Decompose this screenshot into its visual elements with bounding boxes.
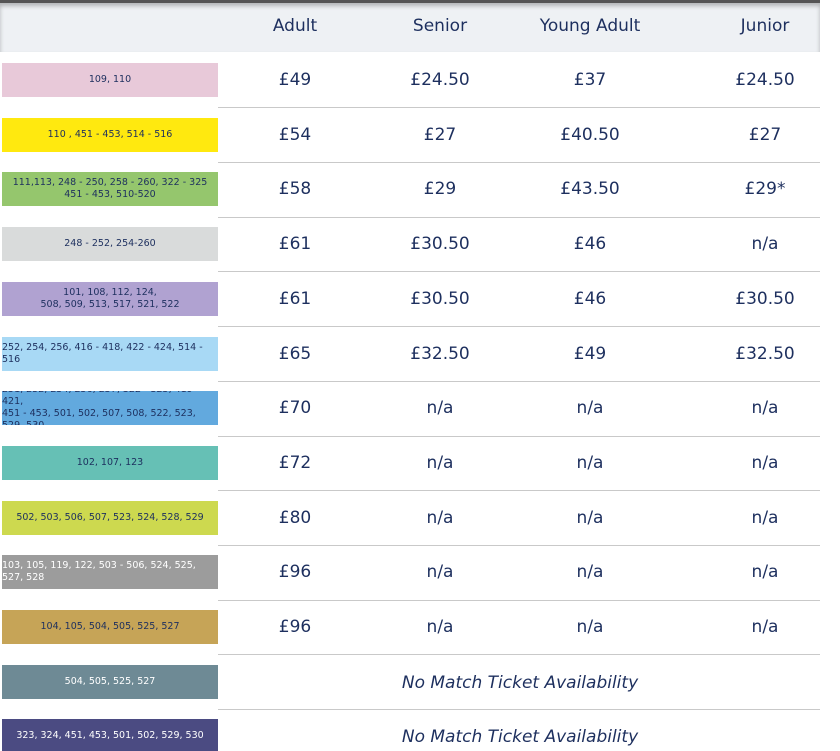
price: £32.50 xyxy=(410,343,470,364)
price: n/a xyxy=(426,398,454,419)
price: n/a xyxy=(751,452,779,473)
price: n/a xyxy=(751,398,779,419)
price: £70 xyxy=(278,398,312,419)
price: £61 xyxy=(278,288,312,309)
price: n/a xyxy=(751,507,779,528)
row-separator xyxy=(218,107,820,109)
column-header: Junior xyxy=(740,16,790,36)
section-label: 508, 509, 513, 517, 521, 522 xyxy=(40,298,180,310)
section-label: 104, 105, 504, 505, 525, 527 xyxy=(40,621,180,632)
price: £40.50 xyxy=(560,124,620,145)
section-swatch: 252, 254, 256, 416 - 418, 422 - 424, 514… xyxy=(2,336,218,371)
price: £43.50 xyxy=(560,179,620,200)
price: £46 xyxy=(573,234,607,255)
row-separator xyxy=(218,326,820,328)
row-separator xyxy=(218,435,820,437)
section-swatch: 109, 110 xyxy=(2,63,218,97)
price: n/a xyxy=(576,507,604,528)
section-label: 101, 108, 112, 124, xyxy=(63,286,157,298)
price: £37 xyxy=(573,70,607,90)
price: £30.50 xyxy=(735,288,795,309)
price: £24.50 xyxy=(735,70,795,90)
price: n/a xyxy=(426,507,454,528)
price: £72 xyxy=(278,452,312,473)
column-header: Young Adult xyxy=(539,16,641,36)
price: n/a xyxy=(751,617,779,637)
column-header: Adult xyxy=(272,16,318,36)
price: £65 xyxy=(278,343,312,364)
price: n/a xyxy=(426,617,454,637)
section-label: 111,113, 248 - 250, 258 - 260, 322 - 325 xyxy=(12,177,208,189)
row-separator xyxy=(218,544,820,546)
price: £96 xyxy=(278,562,312,583)
price: £49 xyxy=(278,70,312,90)
price: £61 xyxy=(278,234,312,255)
section-swatch: 101, 108, 112, 124, 508, 509, 513, 517, 5… xyxy=(2,281,218,316)
section-swatch: 103, 105, 119, 122, 503 - 506, 524, 525,… xyxy=(2,555,218,590)
section-swatch: 110 , 451 - 453, 514 - 516 xyxy=(2,117,218,152)
price: £46 xyxy=(573,288,607,309)
row-separator xyxy=(218,654,820,656)
price: £49 xyxy=(573,343,607,364)
price: n/a xyxy=(576,617,604,637)
price: n/a xyxy=(426,452,454,473)
section-label: 502, 503, 506, 507, 523, 524, 528, 529 xyxy=(16,511,204,523)
row-separator xyxy=(218,380,820,382)
price: £29* xyxy=(744,179,786,200)
price: £27 xyxy=(748,124,782,145)
section-swatch: 502, 503, 506, 507, 523, 524, 528, 529 xyxy=(2,500,218,535)
price: £30.50 xyxy=(410,234,470,255)
price: £58 xyxy=(278,179,312,200)
price: £32.50 xyxy=(735,343,795,364)
price: £30.50 xyxy=(410,288,470,309)
section-swatch: 104, 105, 504, 505, 525, 527 xyxy=(2,610,218,644)
price: £24.50 xyxy=(410,70,470,90)
section-label: 110 , 451 - 453, 514 - 516 xyxy=(47,128,173,140)
availability-note: No Match Ticket Availability xyxy=(401,727,639,748)
section-swatch: 504, 505, 525, 527 xyxy=(2,664,218,699)
row-separator xyxy=(218,271,820,273)
price: n/a xyxy=(576,452,604,473)
header-bar xyxy=(0,0,820,52)
row-separator xyxy=(218,490,820,492)
price: £80 xyxy=(278,507,312,528)
price: £54 xyxy=(278,124,312,145)
section-swatch: 102, 107, 123 xyxy=(2,445,218,480)
section-swatch: 248 - 252, 254-260 xyxy=(2,227,218,262)
availability-note: No Match Ticket Availability xyxy=(401,672,639,693)
price: n/a xyxy=(576,398,604,419)
section-label: 323, 324, 451, 453, 501, 502, 529, 530 xyxy=(16,730,204,742)
section-swatch: 323, 324, 451, 453, 501, 502, 529, 530 xyxy=(2,719,218,751)
section-label: 251, 252, 254, 256, 257, 322 - 325, 419 … xyxy=(2,391,199,408)
price: n/a xyxy=(426,562,454,583)
row-separator xyxy=(218,162,820,164)
price: £96 xyxy=(278,617,312,637)
section-swatch: 111,113, 248 - 250, 258 - 260, 322 - 325… xyxy=(2,172,218,207)
row-separator xyxy=(218,599,820,601)
section-label: 103, 105, 119, 122, 503 - 506, 524, 525,… xyxy=(2,560,196,584)
section-label: 504, 505, 525, 527 xyxy=(64,675,156,687)
column-header: Senior xyxy=(412,16,468,36)
section-label: 109, 110 xyxy=(88,74,132,85)
price: n/a xyxy=(751,562,779,583)
section-label: 102, 107, 123 xyxy=(76,456,144,468)
price: £29 xyxy=(423,179,457,200)
section-label: 451 - 453, 510-520 xyxy=(64,189,156,201)
section-label: 248 - 252, 254-260 xyxy=(64,238,156,250)
price: n/a xyxy=(751,234,779,255)
section-label: 252, 254, 256, 416 - 418, 422 - 424, 514… xyxy=(2,341,203,365)
section-swatch: 251, 252, 254, 256, 257, 322 - 325, 419 … xyxy=(2,391,218,426)
price: n/a xyxy=(576,562,604,583)
row-separator xyxy=(218,709,820,711)
price: £27 xyxy=(423,124,457,145)
row-separator xyxy=(218,216,820,218)
section-label: 451 - 453, 501, 502, 507, 508, 522, 523,… xyxy=(2,408,196,425)
